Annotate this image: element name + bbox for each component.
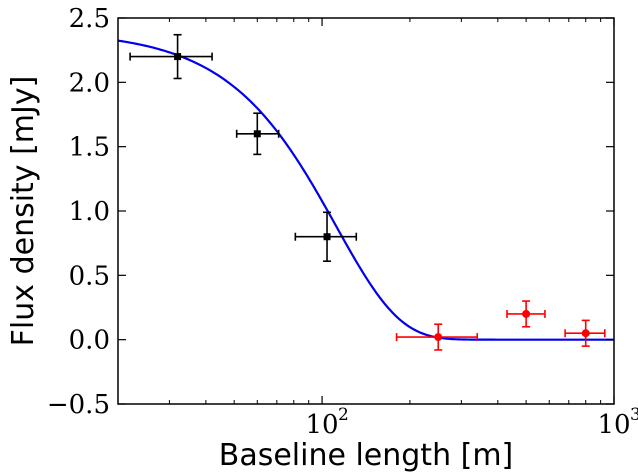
y-tick-label: 2.0 bbox=[69, 68, 110, 98]
y-tick-label: 1.0 bbox=[69, 197, 110, 227]
circle-marker bbox=[581, 329, 590, 338]
square-marker bbox=[174, 53, 182, 61]
data-point bbox=[506, 300, 546, 328]
x-axis-label: Baseline length [m] bbox=[219, 438, 514, 473]
tick-labels-layer: −0.50.00.51.01.52.02.510 2 10 3 bbox=[47, 4, 638, 440]
data-point bbox=[129, 33, 213, 80]
circle-marker bbox=[522, 309, 531, 318]
x-tick-label: 10 bbox=[597, 410, 630, 440]
fit-curve-layer bbox=[117, 39, 614, 341]
data-point bbox=[294, 211, 358, 262]
data-points-layer bbox=[129, 33, 606, 351]
x-tick-exponent: 3 bbox=[630, 405, 638, 425]
y-axis-label: Flux density [mJy] bbox=[6, 76, 41, 347]
y-tick-label: 2.5 bbox=[69, 4, 110, 34]
data-point bbox=[235, 112, 280, 156]
square-marker bbox=[253, 130, 261, 138]
ticks-layer bbox=[118, 17, 615, 405]
x-tick-label: 10 bbox=[306, 410, 339, 440]
x-tick-exponent: 2 bbox=[338, 405, 349, 425]
y-tick-label: −0.5 bbox=[47, 390, 110, 420]
data-point bbox=[564, 319, 606, 347]
y-tick-label: 0.0 bbox=[69, 326, 110, 356]
data-point bbox=[395, 323, 479, 351]
y-tick-label: 1.5 bbox=[69, 133, 110, 163]
fit-curve bbox=[117, 39, 614, 341]
square-marker bbox=[323, 233, 331, 241]
y-tick-label: 0.5 bbox=[69, 261, 110, 291]
circle-marker bbox=[434, 333, 443, 342]
